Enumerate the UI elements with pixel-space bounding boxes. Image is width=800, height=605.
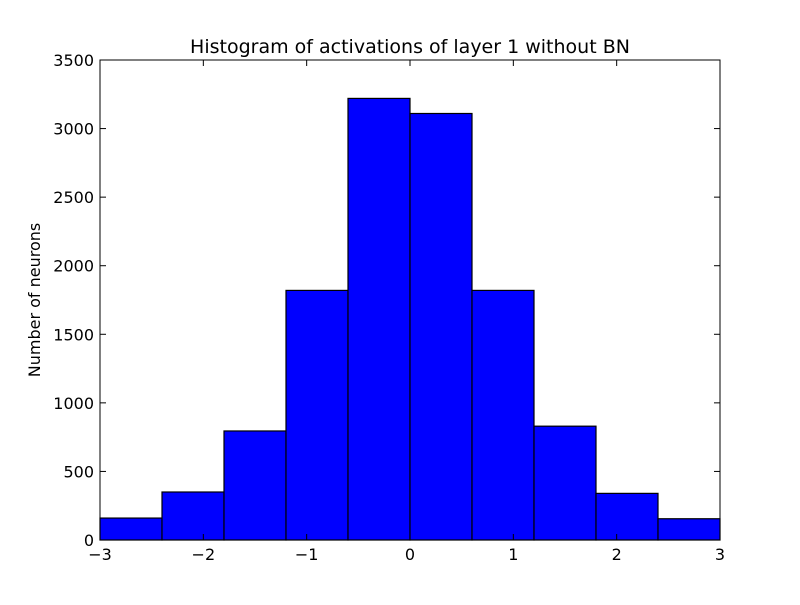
y-tick-label: 0 <box>84 531 94 550</box>
histogram-bar <box>657 518 721 541</box>
histogram-bar <box>533 425 597 541</box>
ticks-group: −3 −2 −1 0 1 2 3 0 500 1000 1500 2000 2500 3000 3500 <box>53 51 725 564</box>
histogram-bar <box>595 492 659 541</box>
histogram-bar <box>409 112 473 541</box>
x-tick-label: 1 <box>508 545 518 564</box>
x-tick-label: −1 <box>295 545 319 564</box>
histogram-bar <box>347 97 411 541</box>
y-tick-label: 3500 <box>53 51 94 70</box>
histogram-bar <box>161 491 225 541</box>
y-tick-label: 1500 <box>53 325 94 344</box>
histogram-bar <box>99 517 163 541</box>
y-tick-label: 1000 <box>53 394 94 413</box>
x-tick-label: 2 <box>612 545 622 564</box>
histogram-bar <box>471 289 535 541</box>
y-tick-label: 3000 <box>53 120 94 139</box>
chart-title: Histogram of activations of layer 1 with… <box>190 36 630 58</box>
x-tick-label: −3 <box>88 545 112 564</box>
y-tick-label: 2500 <box>53 188 94 207</box>
y-tick-label: 2000 <box>53 257 94 276</box>
x-tick-label: 3 <box>715 545 725 564</box>
y-axis-label: Number of neurons <box>25 223 44 377</box>
plot-frame <box>99 59 721 541</box>
histogram-bar <box>285 289 349 541</box>
x-tick-label: 0 <box>405 545 415 564</box>
x-tick-label: −2 <box>192 545 216 564</box>
histogram-bar <box>223 430 287 541</box>
y-tick-label: 500 <box>63 462 94 481</box>
bars-group <box>99 97 721 541</box>
